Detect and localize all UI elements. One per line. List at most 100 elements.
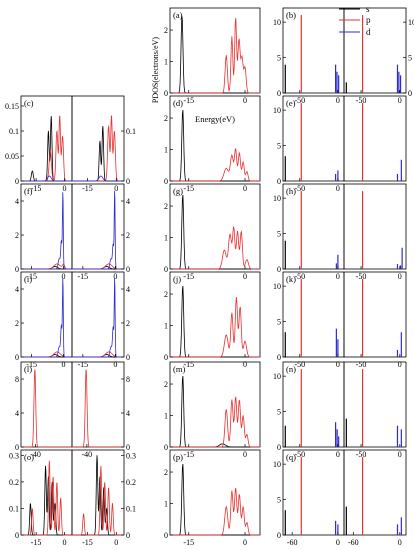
y-tick-label: 10 <box>273 18 281 27</box>
panel-title: (g) <box>173 186 183 196</box>
series-line-s <box>170 194 260 270</box>
series-line-p <box>170 226 260 270</box>
panel-title: (f) <box>24 186 33 196</box>
right-y-tick-label: 0.3 <box>126 451 136 460</box>
y-tick-label: 0 <box>164 443 168 452</box>
y-tick-label: 1 <box>164 58 168 67</box>
panel-frame <box>282 271 345 358</box>
y-tick-label: 1 <box>164 500 168 509</box>
legend-label-p: p <box>366 15 371 25</box>
x-tick-label: -15 <box>183 538 194 547</box>
y-tick-label: 5 <box>277 230 281 239</box>
panel-title: (k) <box>286 274 296 284</box>
series-line-d <box>72 278 124 358</box>
panel-frame <box>282 449 345 536</box>
panel-frame <box>20 361 73 448</box>
series-line-p <box>72 115 124 182</box>
series-line-p <box>170 296 260 358</box>
y-tick-label: 0 <box>277 443 281 452</box>
panel-frame <box>282 95 345 182</box>
x-tick-label: -40 <box>82 450 93 459</box>
y-tick-label: 10 <box>273 460 281 469</box>
panel-title: (m) <box>173 364 185 374</box>
y-tick-label: 10 <box>273 372 281 381</box>
panel-d: -15 0 0 1 2 (d) <box>164 95 261 193</box>
series-line-s <box>21 465 72 536</box>
y-tick-label: 10 <box>273 106 281 115</box>
right-y-tick-label: 4 <box>126 285 130 294</box>
panel-o2: -15 00 0.1 0.2 0.3 <box>71 449 136 547</box>
panel-frame <box>282 7 345 94</box>
y-tick-label: 0.1 <box>9 127 19 136</box>
panel-e: -50 0 0 5 10 (e) <box>273 95 345 193</box>
x-tick-label: 0 <box>336 184 340 193</box>
x-tick-label: -15 <box>183 96 194 105</box>
x-tick-label: -15 <box>26 272 37 281</box>
y-tick-label: 1 <box>164 412 168 421</box>
x-tick-label: 0 <box>243 272 247 281</box>
series-line-p <box>72 465 124 536</box>
x-tick-label: -15 <box>183 450 194 459</box>
right-y-tick-label: 2 <box>126 231 130 240</box>
panel-frame <box>343 449 407 536</box>
panel-c2: -15 00 0.1 <box>71 95 136 193</box>
right-y-tick-label: 0 <box>126 265 130 274</box>
y-tick-label: 0 <box>164 177 168 186</box>
right-y-tick-label: 8 <box>126 375 130 384</box>
panel-frame <box>20 271 73 358</box>
right-y-tick-label: 2 <box>126 319 130 328</box>
x-tick-label: -15 <box>183 360 194 369</box>
series-line-s <box>72 455 124 536</box>
y-tick-label: 1 <box>164 322 168 331</box>
panel-title: (p) <box>173 452 183 462</box>
x-tick-label: 0 <box>336 538 340 547</box>
x-tick-label: 0 <box>336 272 340 281</box>
panel-p: -15 0 0 1 2 (p) <box>164 449 261 547</box>
x-tick-label: -15 <box>26 360 37 369</box>
x-tick-label: -15 <box>82 184 93 193</box>
y-tick-label: 1 <box>164 234 168 243</box>
y-tick-label: 2 <box>164 114 168 123</box>
y-tick-label: 10 <box>273 282 281 291</box>
x-tick-label: -50 <box>356 360 367 369</box>
series-line-d <box>72 190 124 270</box>
right-y-tick-label: 5 <box>408 54 412 63</box>
panel-e2 <box>343 95 407 182</box>
panel-q: -60 0 0 5 10 (q) <box>273 449 345 547</box>
panel-title: (o) <box>24 452 34 462</box>
series-line-p <box>170 396 260 448</box>
y-tick-label: 5 <box>277 496 281 505</box>
x-tick-label: 0 <box>336 450 340 459</box>
y-tick-label: 5 <box>277 408 281 417</box>
x-tick-label: 0 <box>243 184 247 193</box>
panel-frame <box>343 95 407 182</box>
y-tick-label: 0 <box>164 89 168 98</box>
x-tick-label: -15 <box>31 538 42 547</box>
series-line-p <box>170 487 260 536</box>
y-tick-label: 0 <box>277 89 281 98</box>
y-tick-label: 1 <box>164 146 168 155</box>
legend-label-s: s <box>366 4 370 14</box>
y-tick-label: 2 <box>164 26 168 35</box>
x-tick-label: 0 <box>398 538 402 547</box>
y-tick-label: 0 <box>277 353 281 362</box>
right-y-tick-label: 0.1 <box>126 504 136 513</box>
panel-o: -15 0 0 0.1 0.2 0.3 (o) <box>9 449 73 547</box>
panel-frame <box>71 271 125 358</box>
panel-n2: -50 0 <box>343 361 407 459</box>
panel-title: (d) <box>173 98 183 108</box>
panel-h: -50 0 0 5 10 (h) <box>273 183 345 281</box>
legend-label-d: d <box>366 27 371 37</box>
y-tick-label: 4 <box>15 197 19 206</box>
right-y-tick-label: 4 <box>126 409 130 418</box>
y-tick-label: 0 <box>277 265 281 274</box>
y-tick-label: 0 <box>15 265 19 274</box>
x-tick-label: -15 <box>183 184 194 193</box>
panel-title: (l) <box>24 364 32 374</box>
panel-frame <box>343 271 407 358</box>
x-tick-label: -60 <box>348 538 359 547</box>
y-tick-label: 2 <box>164 290 168 299</box>
x-tick-label: 0 <box>114 538 118 547</box>
